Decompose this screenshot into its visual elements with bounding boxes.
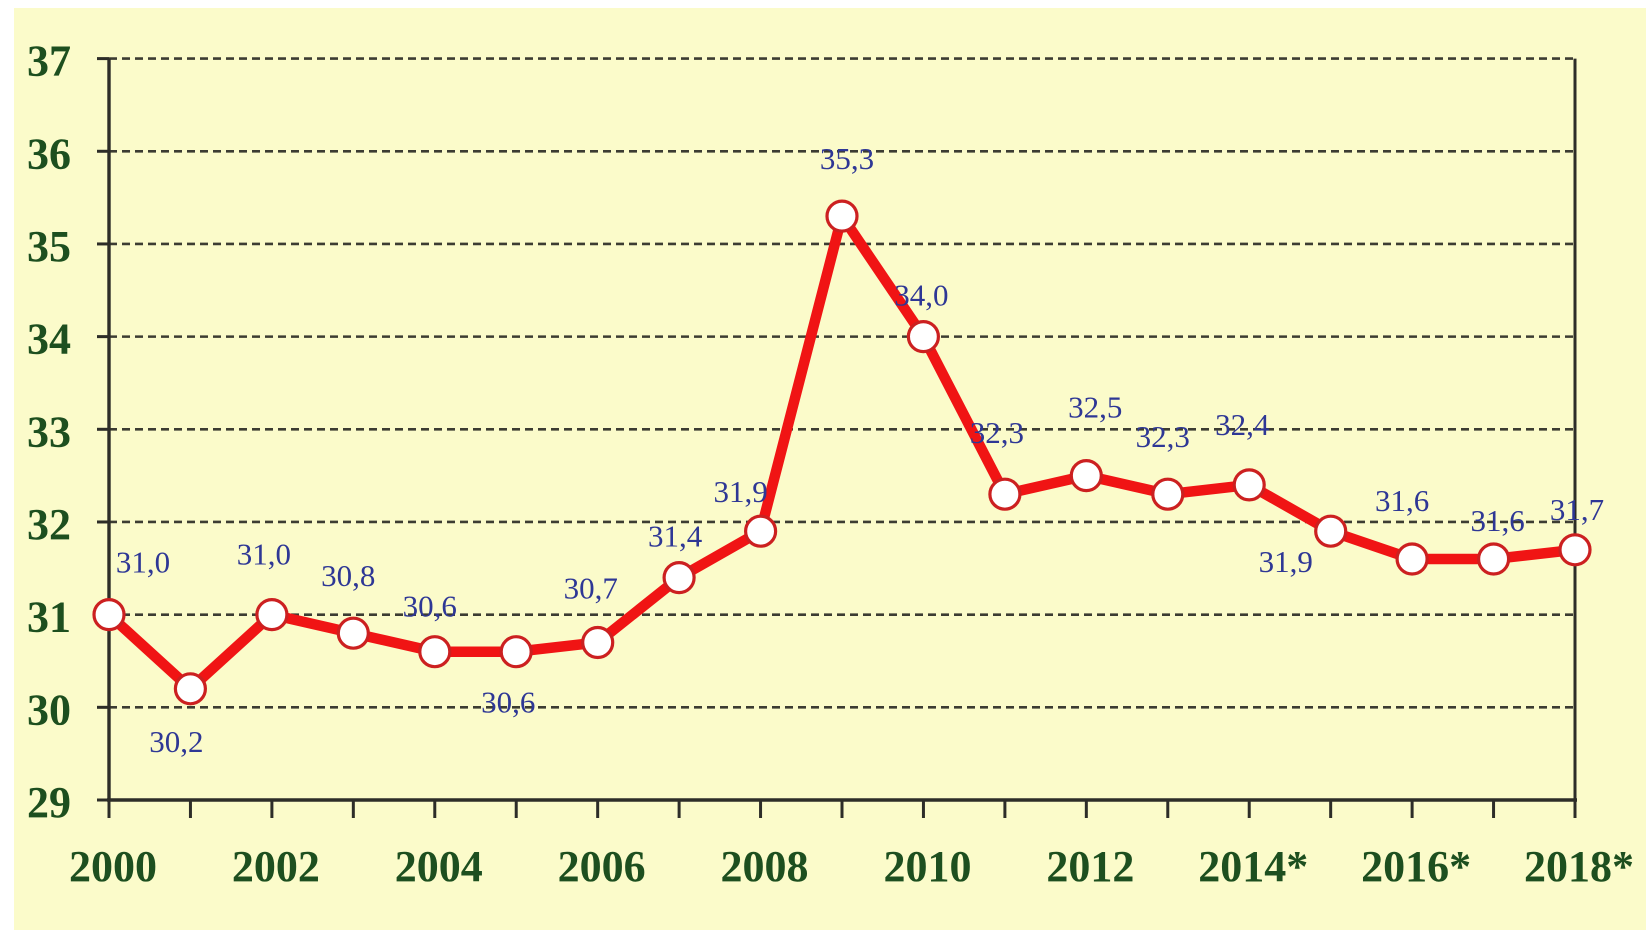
x-axis-tick-label: 2014*: [1198, 842, 1308, 891]
y-axis-tick-label: 32: [27, 500, 71, 549]
data-point-label: 31,9: [713, 474, 767, 509]
data-point-marker: [418, 635, 452, 669]
data-point-marker: [1314, 514, 1348, 548]
data-point-marker: [825, 199, 859, 233]
data-point-marker: [988, 477, 1022, 511]
data-point-label: 30,8: [321, 558, 375, 593]
data-point-marker: [1069, 459, 1103, 493]
chart-background-panel: [14, 8, 1646, 930]
data-point-label: 32,3: [970, 415, 1024, 450]
data-point-label: 31,6: [1375, 483, 1429, 518]
data-point-marker: [1151, 477, 1185, 511]
data-point-label: 31,9: [1259, 544, 1313, 579]
data-point-marker: [662, 560, 696, 595]
x-axis-tick-label: 2002: [232, 842, 320, 891]
data-point-marker: [1476, 542, 1511, 576]
y-axis-tick-label: 29: [27, 778, 71, 827]
data-point-label: 32,4: [1215, 407, 1270, 442]
data-point-marker: [173, 672, 207, 706]
y-axis-tick-label: 30: [27, 685, 71, 734]
data-point-label: 30,7: [564, 571, 618, 606]
x-axis-tick-label: 2018*: [1524, 842, 1634, 891]
data-point-label: 32,3: [1136, 419, 1190, 454]
data-point-marker: [906, 320, 941, 354]
data-point-label: 34,0: [894, 278, 948, 313]
data-point-marker: [1232, 468, 1266, 502]
y-axis-tick-label: 35: [27, 222, 71, 271]
data-point-label: 30,6: [481, 685, 535, 720]
data-point-label: 30,6: [403, 589, 457, 624]
data-point-label: 32,5: [1068, 390, 1122, 425]
y-axis-tick-label: 34: [27, 315, 71, 364]
data-point-marker: [499, 635, 533, 669]
x-axis-tick-label: 2008: [721, 842, 809, 891]
data-point-label: 31,0: [237, 537, 291, 572]
data-point-marker: [743, 514, 778, 548]
data-point-marker: [255, 597, 289, 632]
data-point-marker: [1395, 542, 1429, 576]
data-point-label: 31,7: [1550, 492, 1604, 527]
y-axis-tick-label: 31: [27, 593, 71, 642]
x-axis-tick-label: 2016*: [1361, 842, 1471, 891]
y-axis-tick-label: 36: [27, 129, 71, 178]
x-axis-tick-label: 2000: [69, 842, 157, 891]
data-point-label: 30,2: [149, 724, 203, 759]
x-axis-tick-label: 2012: [1046, 842, 1134, 891]
data-point-marker: [581, 625, 615, 660]
x-axis-tick-label: 2006: [558, 842, 646, 891]
x-axis-tick-label: 2004: [395, 842, 483, 891]
data-point-marker: [92, 597, 126, 632]
data-point-label: 31,6: [1470, 503, 1524, 538]
data-point-label: 35,3: [820, 141, 874, 176]
x-axis-tick-label: 2010: [883, 842, 971, 891]
y-axis-tick-label: 33: [27, 407, 71, 456]
data-point-marker: [336, 616, 370, 650]
data-point-marker: [1558, 533, 1592, 567]
y-axis-tick-label: 37: [27, 37, 71, 86]
data-point-label: 31,4: [648, 519, 703, 554]
data-point-label: 31,0: [116, 545, 170, 580]
